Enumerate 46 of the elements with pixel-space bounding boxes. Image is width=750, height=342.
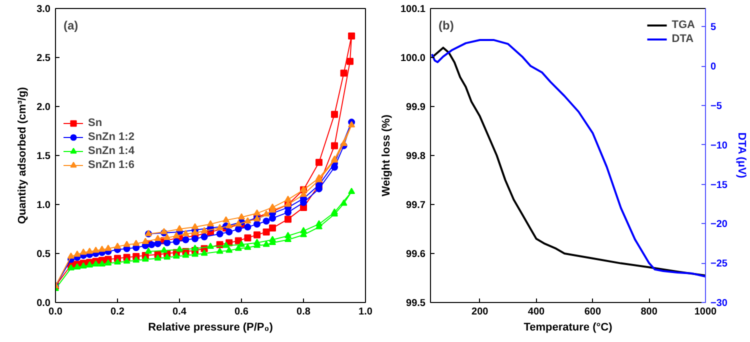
y-tick-label: 100.0 [400,53,426,64]
y-tick-label: 2.5 [36,53,51,64]
legend-label: TGA [672,18,695,32]
y2-tick-label: −30 [710,298,728,309]
annotation: (b) [438,18,454,32]
y2-axis-title: DTA (μV) [735,132,748,179]
y-tick-label: 3.0 [36,4,51,15]
x-tick-label: 0.8 [296,306,311,318]
y-tick-label: 100.1 [400,4,426,15]
y-tick-label: 99.8 [406,151,426,162]
y-tick-label: 99.9 [406,102,426,113]
annotation: (a) [64,18,78,32]
x-tick-label: 800 [640,306,658,318]
y2-tick-label: −25 [710,258,728,270]
y-tick-label: 99.6 [406,249,426,260]
x-tick-label: 0.4 [172,306,187,318]
legend-label: SnZn 1:6 [88,158,134,172]
y-tick-label: 0.5 [36,249,51,260]
x-tick-label: 0.0 [48,306,63,318]
y-tick-label: 1.0 [36,200,51,211]
y2-tick-label: −5 [710,100,722,112]
y-tick-label: 99.5 [406,298,426,309]
y-tick-label: 1.5 [36,151,51,162]
legend-label: Sn [88,116,104,130]
y-axis-title: Weight loss (%) [380,114,392,196]
x-tick-label: 400 [528,306,546,318]
y2-tick-label: 0 [710,62,716,73]
y2-tick-label: −10 [710,140,728,152]
y2-tick-label: −15 [710,180,728,191]
y-tick-label: 2.0 [36,102,51,113]
x-axis-title: Temperature (°C) [524,322,613,334]
y2-tick-label: −20 [710,219,728,230]
y-axis-title: Quantity adsorbed (cm³/g) [16,86,29,224]
y-tick-label: 0.0 [36,298,51,309]
legend-label: SnZn 1:4 [88,144,134,158]
x-tick-label: 600 [584,306,602,318]
x-tick-label: 1000 [694,306,718,318]
x-tick-label: 0.6 [234,306,249,318]
x-tick-label: 200 [472,306,489,318]
x-tick-label: 1.0 [358,306,373,318]
x-tick-label: 0.2 [110,306,125,318]
x-axis-title: Relative pressure (P/P₀) [148,322,274,334]
y2-tick-label: 5 [710,22,716,34]
legend-label: DTA [672,32,694,46]
legend-label: SnZn 1:2 [88,130,134,144]
y-tick-label: 99.7 [406,200,426,211]
